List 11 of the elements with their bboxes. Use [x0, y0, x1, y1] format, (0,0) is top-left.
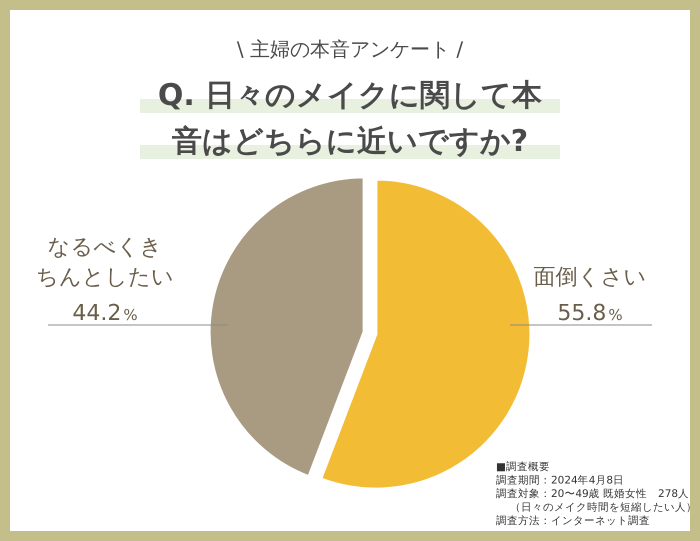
text: ■調査概要 [496, 460, 550, 473]
slice-label: なるべくきちんとしたい [36, 235, 174, 290]
data-label: 55.8% [557, 301, 623, 326]
chart-subtitle: \ 主婦の本音アンケート / [236, 37, 464, 61]
text: （日々のメイク時間を短縮したい人） [510, 500, 697, 514]
slice-label: 面倒くさい [534, 265, 646, 290]
chart-title: Q. 日々のメイクに関して本音はどちらに近いですか? [158, 78, 544, 159]
text: 調査対象：20〜49歳 既婚女性 278人 [496, 487, 690, 500]
text: 調査期間：2024年4月8日 [496, 474, 624, 486]
data-label: 44.2% [72, 301, 138, 326]
text: 調査方法：インターネット調査 [496, 514, 650, 527]
